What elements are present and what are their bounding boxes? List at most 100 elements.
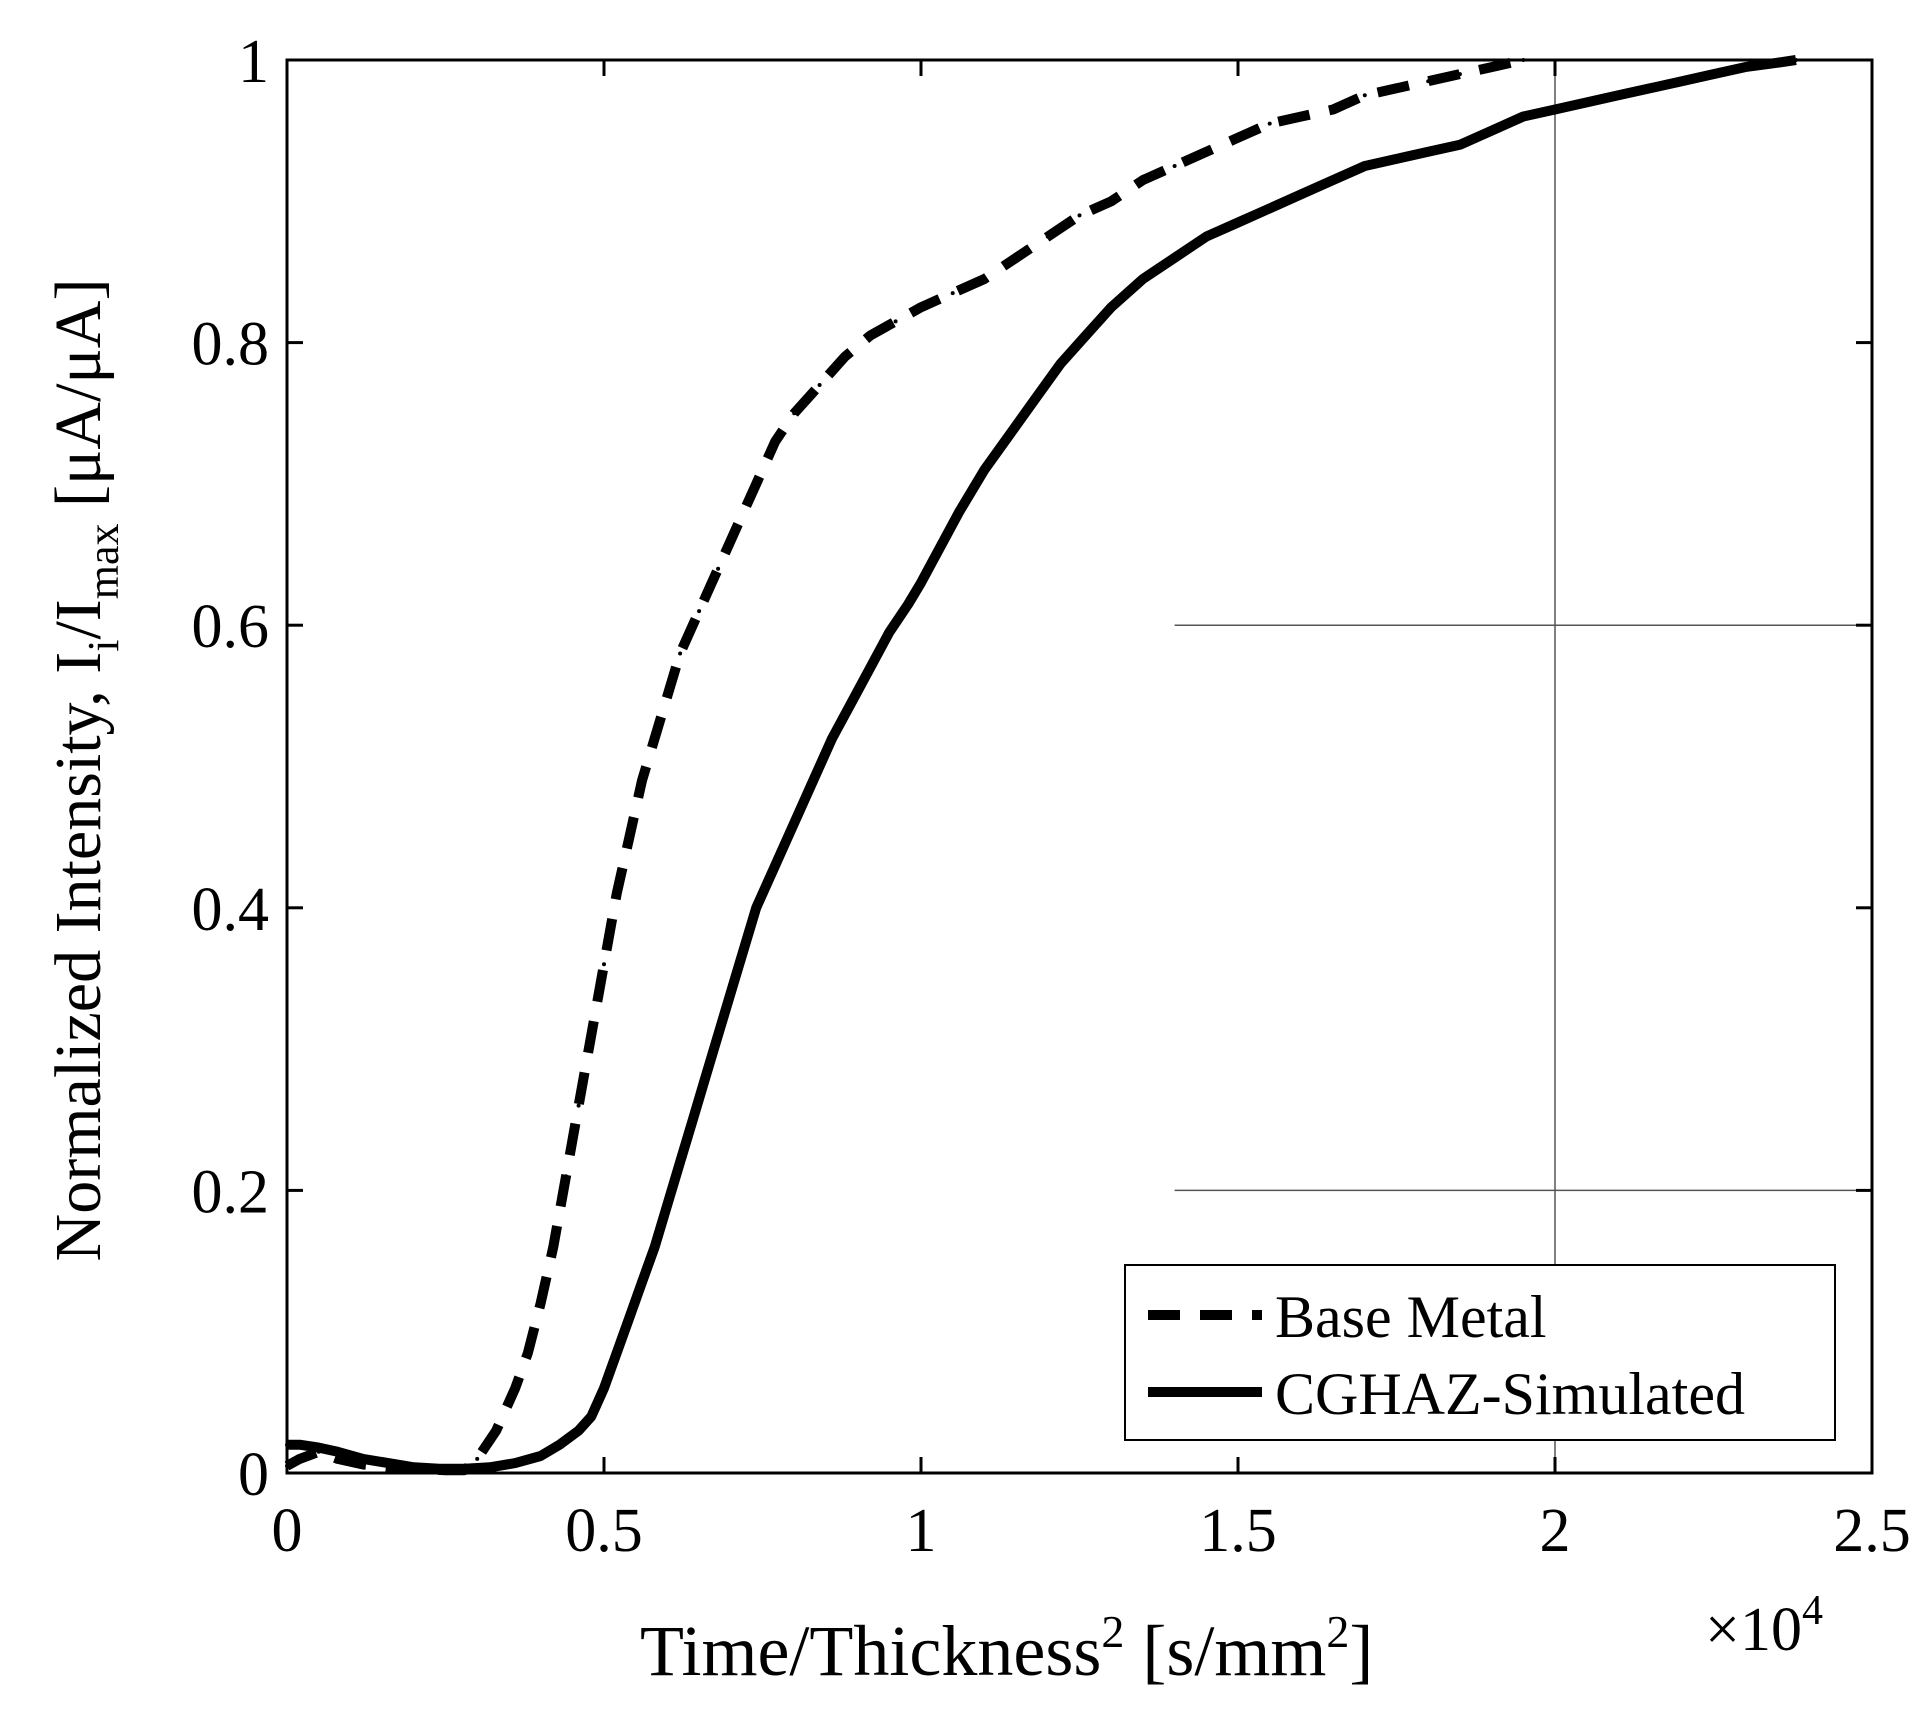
data-point [1489, 65, 1494, 70]
data-point [1426, 149, 1431, 154]
data-point [1793, 58, 1798, 62]
data-point [285, 1442, 289, 1447]
data-point [1236, 220, 1240, 225]
data-point [665, 693, 670, 698]
data-point [868, 665, 873, 670]
data-point [437, 1466, 442, 1471]
data-point [411, 1465, 416, 1470]
data-point [792, 821, 797, 825]
data-point [849, 700, 854, 705]
data-point [754, 905, 759, 910]
data-point [982, 277, 987, 281]
data-point [773, 439, 778, 444]
x-tick-label: 2.5 [1833, 1497, 1911, 1565]
data-point [1077, 213, 1082, 218]
data-point [741, 948, 746, 953]
data-point [627, 835, 632, 840]
y-tick-label: 0.2 [192, 1158, 270, 1226]
x-axis-label: Time/Thickness2 [s/mm2] [640, 1606, 1373, 1691]
data-point [335, 1449, 340, 1454]
data-point [361, 1456, 366, 1461]
series-layer [284, 55, 1798, 1476]
data-point [1236, 135, 1240, 140]
x-tick-label: 2 [1540, 1497, 1571, 1565]
data-point [1743, 65, 1748, 70]
y-tick-label: 0.4 [192, 876, 270, 944]
data-point [513, 1386, 518, 1391]
data-point [614, 1350, 619, 1355]
data-point [640, 778, 644, 783]
data-point [1267, 206, 1272, 211]
data-point [1204, 149, 1209, 154]
data-point [957, 510, 961, 515]
data-point [1394, 156, 1399, 161]
data-point [830, 736, 835, 741]
data-point [627, 1315, 632, 1320]
data-point [1267, 121, 1272, 126]
x-tick-label: 0.5 [565, 1497, 643, 1565]
data-point [1521, 114, 1526, 119]
data-point [1362, 93, 1367, 98]
data-point [728, 990, 733, 995]
legend-label-base-metal: Base Metal [1275, 1284, 1547, 1350]
data-point [1679, 79, 1684, 84]
data-point [678, 651, 683, 656]
data-point [1140, 178, 1145, 183]
y-tick-label: 0.6 [192, 593, 270, 661]
data-point [602, 1386, 606, 1391]
data-point [538, 1454, 543, 1458]
data-point [1058, 361, 1063, 366]
data-point [551, 1244, 556, 1249]
data-point [1299, 114, 1304, 119]
data-point [703, 1075, 708, 1080]
y-axis-label: Normalized Intensity, Ii/Imax [μA/μA] [42, 279, 128, 1262]
data-point [1394, 86, 1399, 91]
data-point [335, 1456, 340, 1461]
data-point [716, 566, 721, 571]
x-tick-label: 0 [272, 1497, 303, 1565]
data-point [589, 1033, 594, 1037]
data-point [576, 1428, 581, 1433]
data-point [462, 1466, 467, 1471]
data-point [690, 1117, 695, 1122]
data-point [1457, 142, 1462, 147]
data-point [1109, 199, 1114, 204]
legend-box [1124, 1264, 1836, 1441]
plot-area [285, 58, 1874, 1475]
data-point [602, 962, 606, 967]
data-point [1033, 397, 1038, 402]
data-point [1521, 58, 1526, 62]
data-point [1489, 128, 1494, 133]
data-point [652, 736, 657, 741]
y-tick-label: 0.8 [192, 311, 270, 379]
data-point [1045, 234, 1050, 239]
x-axis-multiplier: ×104 [1705, 1588, 1823, 1664]
data-point [1172, 164, 1177, 168]
data-point [678, 1160, 683, 1165]
data-point [538, 1301, 543, 1306]
legend: Base Metal CGHAZ-Simulated [1124, 1264, 1836, 1441]
data-point [1426, 79, 1431, 84]
data-point [564, 1174, 568, 1179]
legend-label-cghaz: CGHAZ-Simulated [1275, 1361, 1745, 1427]
data-point [1616, 93, 1621, 98]
data-point [893, 319, 898, 324]
data-point [1584, 100, 1589, 105]
data-point [773, 863, 778, 868]
data-point [887, 630, 892, 635]
data-point [982, 467, 987, 472]
data-point [589, 1414, 594, 1419]
y-tick-label: 1 [238, 28, 269, 96]
data-point [1172, 255, 1177, 260]
data-point [614, 891, 619, 896]
data-point [697, 609, 702, 614]
data-point [950, 291, 955, 296]
data-point [386, 1461, 391, 1466]
data-point [735, 524, 740, 529]
x-tick-label: 1 [906, 1497, 937, 1565]
data-point [1014, 255, 1019, 260]
data-point [665, 1202, 670, 1207]
data-point [1140, 277, 1145, 281]
data-point [297, 1442, 302, 1447]
data-point [487, 1465, 492, 1470]
